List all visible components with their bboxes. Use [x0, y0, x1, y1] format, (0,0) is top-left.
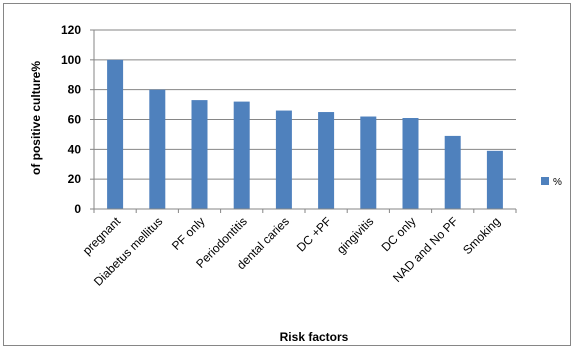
y-tick-labels: 0 20 40 60 80 100 120 [61, 23, 81, 216]
bar [318, 112, 335, 209]
bar [191, 100, 208, 209]
x-tick-label: DC +PF [294, 214, 334, 254]
legend-swatch [541, 177, 549, 185]
y-tick-label: 20 [68, 172, 82, 186]
y-tick-label: 40 [68, 142, 82, 156]
bars [107, 59, 503, 210]
bar [233, 101, 250, 209]
x-tick-label: gingivitis [334, 214, 376, 256]
bar [275, 110, 292, 209]
x-axis-label: Risk factors [280, 330, 349, 344]
bar [149, 89, 166, 209]
y-tick-label: 120 [61, 23, 81, 37]
bar [107, 59, 124, 210]
x-tick-label: PF only [169, 214, 208, 253]
y-tick-label: 0 [74, 202, 81, 216]
y-tick-label: 80 [68, 83, 82, 97]
bar [444, 135, 461, 209]
x-tick-label: DC only [379, 214, 419, 254]
y-tick-label: 100 [61, 53, 81, 67]
bar [360, 116, 377, 209]
axes [93, 30, 516, 210]
bar [486, 150, 503, 209]
x-tick-label: Smoking [460, 214, 503, 257]
legend-label: % [553, 177, 562, 188]
y-axis-label: of positive culture% [29, 61, 43, 175]
y-tick-label: 60 [68, 113, 82, 127]
x-tick-label: pregnant [80, 214, 124, 258]
bar [402, 118, 419, 209]
